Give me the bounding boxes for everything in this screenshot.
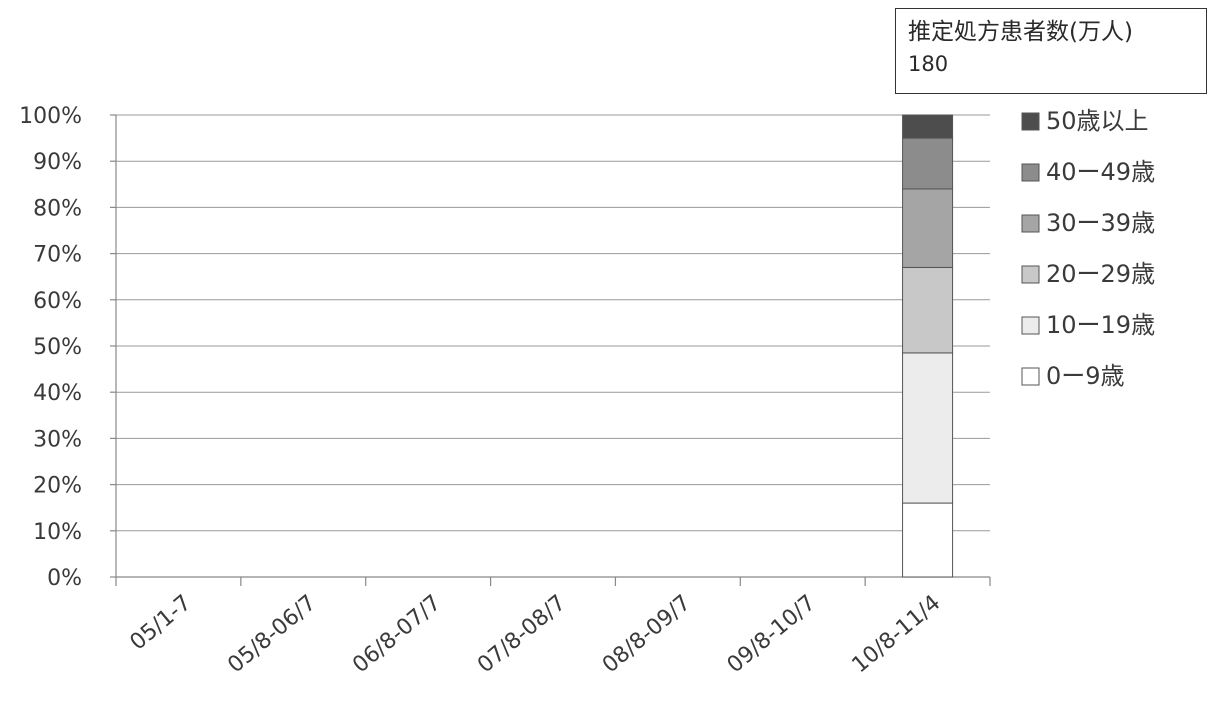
legend-label: 20ー29歳 — [1046, 260, 1155, 288]
y-tick-label: 90% — [33, 150, 82, 175]
legend-label: 50歳以上 — [1046, 107, 1149, 135]
y-tick-label: 60% — [33, 289, 82, 314]
y-tick-label: 70% — [33, 243, 82, 268]
patient-count-annotation: 推定処方患者数(万人) 180 — [895, 8, 1207, 94]
legend-swatch — [1021, 367, 1040, 386]
x-tick-label: 05/1-7 — [126, 590, 197, 655]
y-tick-label: 30% — [33, 427, 82, 452]
legend-swatch — [1021, 316, 1040, 335]
legend-swatch — [1021, 163, 1040, 182]
bars — [902, 114, 954, 578]
annotation-value: 180 — [908, 52, 949, 76]
bar-segment — [902, 502, 954, 578]
legend-label: 0ー9歳 — [1046, 362, 1125, 390]
y-tick-label: 40% — [33, 381, 82, 406]
x-tick-label: 10/8-11/4 — [848, 590, 946, 678]
gridlines — [116, 114, 990, 532]
legend-swatch — [1021, 112, 1040, 131]
x-tick-labels: 05/1-7 05/8-06/7 06/8-07/7 07/8-08/7 08/8-09… — [126, 590, 946, 678]
legend: 50歳以上 40ー49歳 30ー39歳 20ー29歳 10ー19歳 0ー9歳 — [1021, 107, 1155, 390]
legend-label: 40ー49歳 — [1046, 158, 1155, 186]
legend-swatch — [1021, 214, 1040, 233]
x-tick-label: 07/8-08/7 — [473, 590, 571, 678]
y-tick-label: 20% — [33, 474, 82, 499]
bar-segment — [902, 114, 954, 139]
legend-label: 10ー19歳 — [1046, 311, 1155, 339]
annotation-label: 推定処方患者数(万人) — [908, 19, 1133, 45]
legend-label: 30ー39歳 — [1046, 209, 1155, 237]
y-tick-label: 10% — [33, 520, 82, 545]
axes — [110, 114, 991, 586]
y-tick-label: 80% — [33, 196, 82, 221]
bar-segment — [902, 266, 954, 354]
x-tick-label: 05/8-06/7 — [223, 590, 321, 678]
x-tick-label: 09/8-10/7 — [723, 590, 821, 678]
bar-segment — [902, 137, 954, 190]
y-tick-label: 50% — [33, 335, 82, 360]
x-tick-label: 08/8-09/7 — [598, 590, 696, 678]
bar-segment — [902, 188, 954, 268]
legend-swatch — [1021, 265, 1040, 284]
y-tick-label: 0% — [47, 566, 82, 591]
bar-segment — [902, 352, 954, 504]
y-tick-label: 100% — [19, 104, 82, 129]
x-tick-label: 06/8-07/7 — [348, 590, 446, 678]
y-tick-labels: 0% 10% 20% 30% 40% 50% 60% 70% 80% 90% 100% — [19, 104, 82, 591]
